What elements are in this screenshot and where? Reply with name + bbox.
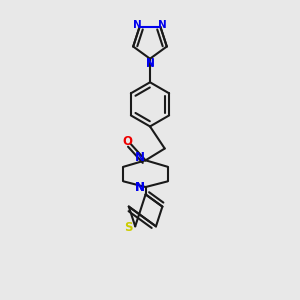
Text: N: N bbox=[135, 181, 145, 194]
Text: N: N bbox=[146, 59, 154, 69]
Text: N: N bbox=[135, 181, 145, 194]
Text: N: N bbox=[158, 20, 167, 30]
Text: N: N bbox=[135, 152, 145, 164]
Text: O: O bbox=[122, 135, 132, 148]
Text: S: S bbox=[124, 221, 133, 234]
Text: N: N bbox=[133, 20, 142, 30]
Text: N: N bbox=[146, 58, 154, 68]
